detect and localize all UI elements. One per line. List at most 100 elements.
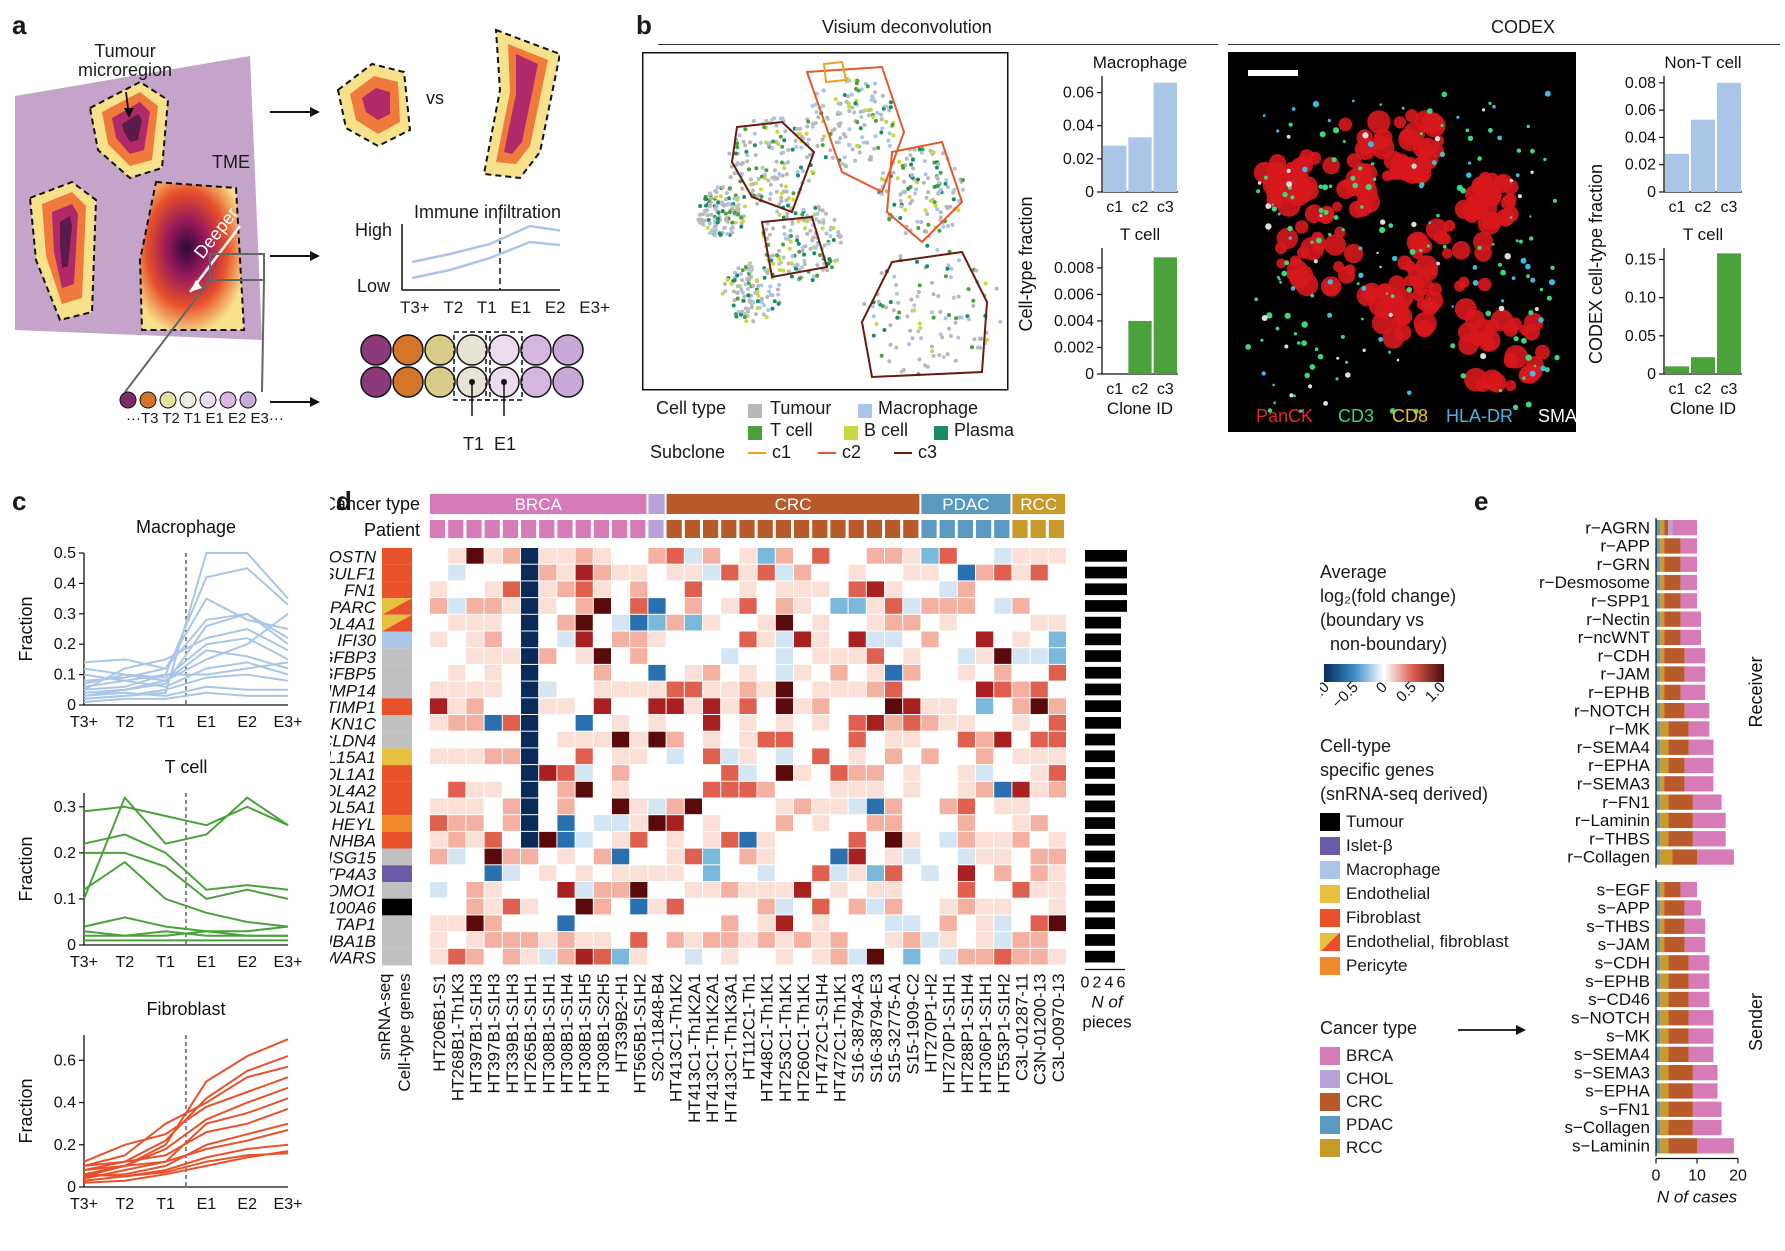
visium-spot [953,320,958,325]
gene-label: IGFBP5 [330,665,377,684]
heatmap-cell [1030,681,1048,698]
visium-spot [786,261,791,266]
codex-marker-legend: PanCK CD3 CD8 HLA-DR SMA [1256,406,1577,428]
codex-immune-cell [1284,344,1289,349]
heatmap-cell [757,932,775,948]
codex-immune-cell [1267,408,1273,413]
heatmap-cell [957,648,975,664]
celltype-cell [382,748,412,766]
visium-spot [764,227,769,232]
pathway-label: r−ncWNT [1578,628,1650,647]
stacked-bar-segment [1660,1010,1669,1026]
bar [1153,257,1177,374]
visium-spot [733,151,738,156]
stacked-bar-segment [1680,684,1706,700]
visium-spots [696,76,1003,377]
visium-spot [815,273,820,278]
cancer-type-segment-label: PDAC [942,495,989,514]
line-y-tick-label: 0.4 [54,575,76,592]
codex-immune-cell [1376,251,1379,255]
visium-spot [796,173,800,178]
visium-spot [769,258,774,263]
visium-spot [815,91,820,96]
visium-spot [840,161,845,166]
subclone-c1-outline [822,60,848,84]
heatmap-cell [812,581,830,598]
visium-spot [915,294,920,299]
visium-spot [832,217,837,222]
legend-tcell-label: T cell [770,420,813,440]
bar [1691,119,1715,192]
heatmap-cell [502,581,520,598]
heatmap-cell [757,915,775,932]
visium-spot [716,210,721,215]
heatmap-cell [630,631,648,648]
visium-spot [868,157,873,162]
celltype-legend-label: Fibroblast [1346,908,1421,927]
visium-spot [766,178,771,183]
line-y-tick-label: 0 [67,697,76,714]
heatmap-cell [703,548,721,564]
visium-spot [744,319,749,324]
celltype-cell [382,664,412,682]
codex-immune-cell [1544,90,1551,97]
visium-spot [700,212,705,217]
heatmap-cell [593,581,611,598]
heatmap-cell [1030,698,1048,714]
line-x-tick-label: E3+ [274,714,303,731]
spot-cluster-diagram [360,331,584,416]
stacked-bar-segment [1656,918,1661,934]
patient-segment [448,520,464,538]
visium-spot [919,220,924,224]
visium-spot [770,261,775,266]
visium-spot [793,211,798,216]
heatmap-cell [630,882,648,898]
heatmap-cell [830,598,848,614]
heatmap-cell [1048,731,1066,748]
codex-immune-cell [1327,279,1333,285]
visium-spot [736,212,741,217]
pathway-label: s−FN1 [1599,1100,1650,1119]
heatmap-cell [539,648,557,664]
visium-spot [850,147,855,152]
celltype-cell [382,648,412,665]
stacked-bar-segment [1668,1119,1693,1136]
bar-x-tick-label: c1 [1106,199,1123,216]
visium-spot [936,183,941,188]
codex-immune-cell [1441,152,1445,156]
panel-label-c: c [12,486,27,516]
heatmap-cell [1012,648,1030,664]
visium-spot [908,328,913,333]
stacked-bar-segment [1684,900,1702,916]
visium-spot [826,241,831,246]
heatmap-cell [630,865,648,881]
vs-shape-right [482,28,560,180]
codex-immune-cell [1492,243,1495,246]
visium-spot [951,295,956,300]
visium-spot [836,140,841,145]
visium-spot [723,197,728,202]
codex-immune-cell [1529,236,1534,241]
heatmap-cell [1030,948,1048,965]
line-x-tick-label: E1 [197,954,217,971]
visium-spot [879,130,884,135]
heatmap-cell [1048,882,1066,898]
codex-immune-cell [1256,189,1261,194]
stacked-bar-segment [1656,611,1661,627]
visium-spot [880,304,885,309]
bar-chart-title: Non-T cell [1664,53,1741,72]
visium-spot [929,344,934,349]
series-line [83,1143,289,1182]
heatmap-cell [1048,614,1066,631]
bar-y-tick-label: 0 [1647,184,1656,201]
visium-spot [746,281,751,286]
stacked-bar-segment [1688,1028,1714,1044]
heatmap-cell [1048,715,1066,731]
visium-spot [849,92,854,97]
sample-label: HT472C1-Th1K1 [831,974,850,1103]
stacked-bar-segment [1668,1101,1693,1117]
sample-label: HT413C1-Th1K2 [667,974,686,1103]
visium-spot [820,226,825,231]
visium-spot [770,306,775,311]
heatmap-cell [1012,748,1030,765]
